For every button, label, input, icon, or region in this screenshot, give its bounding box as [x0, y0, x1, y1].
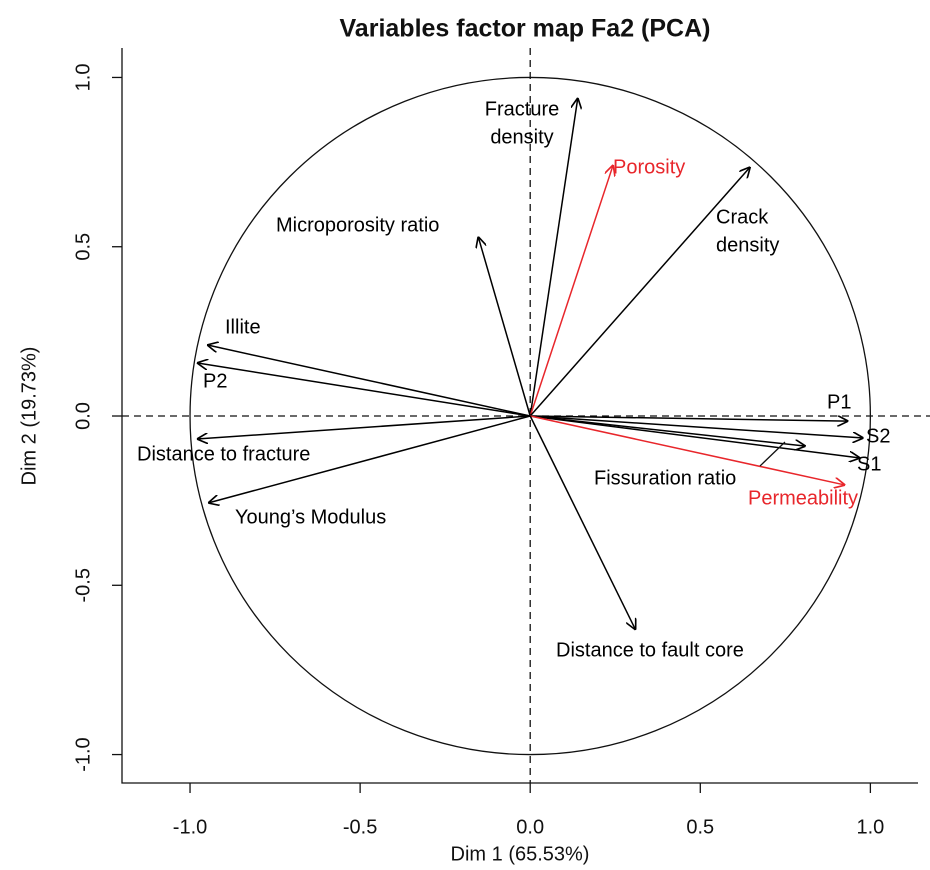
x-axis-label: Dim 1 (65.53%) — [451, 843, 590, 865]
variable-arrow — [529, 167, 750, 417]
chart-title: Variables factor map Fa2 (PCA) — [340, 15, 711, 43]
variable-arrow — [478, 237, 531, 417]
label-leader — [759, 441, 786, 467]
variable-arrow — [529, 415, 635, 630]
variable-arrow — [197, 415, 531, 439]
variable-arrow — [197, 363, 531, 417]
y-tick-label: -1.0 — [72, 737, 94, 771]
variable-label: Fracture — [485, 98, 559, 120]
variable-label: Fissuration ratio — [594, 467, 736, 489]
y-tick-label: 0.0 — [72, 402, 94, 430]
variable-arrow — [529, 165, 613, 417]
variable-arrow — [530, 415, 806, 446]
variable-label: S1 — [857, 453, 881, 475]
variable-arrow — [207, 345, 531, 417]
variable-arrow — [208, 415, 531, 503]
variable-label: Distance to fracture — [137, 443, 310, 465]
variable-label: Porosity — [613, 156, 685, 178]
variable-arrow — [530, 415, 863, 438]
variable-label: Distance to fault core — [556, 639, 744, 661]
y-tick-label: 1.0 — [72, 64, 94, 92]
x-tick-label: 0.0 — [516, 816, 544, 838]
variable-label: P2 — [203, 370, 227, 392]
plot-frame — [121, 48, 918, 784]
y-axis-label: Dim 2 (19.73%) — [18, 347, 40, 486]
variable-label: Illite — [225, 316, 261, 338]
x-tick-label: 1.0 — [856, 816, 884, 838]
variable-label: Permeability — [748, 487, 858, 509]
variable-label: S2 — [866, 425, 890, 447]
x-tick-label: -0.5 — [343, 816, 377, 838]
y-tick-label: 0.5 — [72, 233, 94, 261]
correlation-circle — [189, 76, 872, 756]
variable-label: Microporosity ratio — [276, 214, 439, 236]
variable-label: density — [716, 234, 779, 256]
variable-label: density — [490, 126, 553, 148]
y-tick-label: -0.5 — [72, 568, 94, 602]
variable-label: Crack — [716, 206, 769, 228]
variable-label: Young’s Modulus — [235, 506, 386, 528]
variable-arrow — [530, 415, 845, 485]
variable-arrow — [530, 415, 848, 421]
x-tick-label: -1.0 — [173, 816, 207, 838]
variable-label: P1 — [827, 391, 851, 413]
x-tick-label: 0.5 — [686, 816, 714, 838]
variable-arrow — [529, 98, 578, 417]
